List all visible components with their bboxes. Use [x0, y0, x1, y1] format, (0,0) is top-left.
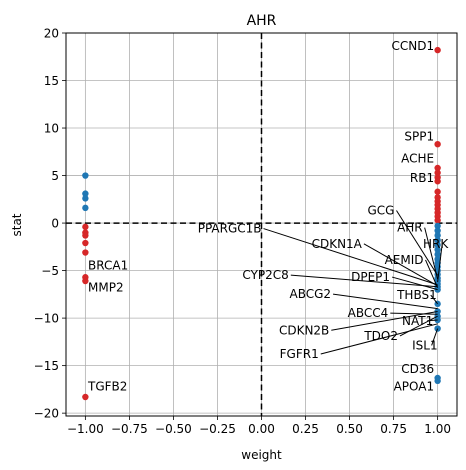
- point-annotation: ISL1: [412, 338, 437, 352]
- point-annotation: RB1: [410, 171, 434, 185]
- point-annotation: ACHE: [401, 151, 434, 165]
- annotation-arrow: [333, 293, 438, 310]
- point-annotation: CD36: [401, 362, 434, 376]
- point-annotation: TDO2: [363, 329, 398, 343]
- x-tick-label: −0.25: [199, 422, 236, 436]
- point-annotation: PPARGC1B: [198, 222, 262, 236]
- x-axis-label: weight: [241, 448, 282, 462]
- x-tick-label: −1.00: [67, 422, 104, 436]
- data-point: [434, 232, 441, 239]
- y-tick-label: −15: [34, 359, 59, 373]
- annotation-arrow: [396, 210, 439, 276]
- y-tick-label: −20: [34, 407, 59, 421]
- data-point: [434, 178, 441, 185]
- point-annotation: CDKN2B: [279, 323, 329, 337]
- point-annotation: TGFB2: [87, 379, 127, 393]
- x-ticks: −1.00 −0.75 −0.50 −0.25 0.00 0.25 0.50 0.75 1.00: [67, 416, 451, 436]
- point-annotation: GCG: [367, 204, 394, 218]
- data-point: [82, 190, 89, 197]
- data-point: [434, 222, 441, 230]
- reference-lines: [66, 33, 457, 416]
- annotation-arrow: [430, 294, 439, 305]
- x-tick-label: 0.00: [248, 422, 275, 436]
- point-annotation: ABCC4: [348, 306, 389, 320]
- data-point: [434, 140, 441, 148]
- annotation-arrow: [425, 259, 439, 288]
- y-tick-label: −5: [41, 264, 59, 278]
- data-point: [434, 188, 441, 195]
- data-point: [434, 227, 441, 234]
- data-point: [82, 223, 89, 231]
- annotation-arrow: [263, 228, 438, 286]
- data-point: [434, 169, 441, 176]
- y-tick-label: 20: [44, 27, 59, 41]
- data-point: [434, 217, 441, 224]
- point-annotation: ABCG2: [290, 287, 332, 301]
- y-tick-label: 10: [44, 122, 59, 136]
- y-tick-label: −10: [34, 312, 59, 326]
- y-tick-label: 5: [51, 169, 59, 183]
- y-tick-label: 0: [51, 217, 59, 231]
- point-annotation: CCND1: [391, 39, 434, 53]
- x-tick-label: −0.75: [111, 422, 148, 436]
- data-point: [434, 325, 441, 332]
- data-point: [82, 232, 89, 239]
- annotation-arrow: [363, 243, 438, 287]
- annotation-arrow: [437, 243, 443, 283]
- y-tick-label: 15: [44, 74, 59, 88]
- x-tick-label: 0.75: [380, 422, 407, 436]
- data-point: [82, 204, 89, 212]
- point-annotation: DPEP1: [351, 270, 390, 284]
- x-tick-label: 0.50: [336, 422, 363, 436]
- annotation-arrow: [391, 276, 438, 291]
- annotation-arrows: [263, 210, 443, 355]
- data-point: [434, 241, 441, 249]
- point-annotation: AHR: [397, 221, 423, 235]
- point-annotation: CYP2C8: [242, 268, 288, 282]
- point-annotation: SPP1: [404, 129, 434, 143]
- point-annotation: BRCA1: [88, 259, 128, 273]
- annotation-arrow: [399, 315, 438, 337]
- y-ticks: −20 −15 −10 −5 0 5 10 15 20: [34, 27, 66, 421]
- point-annotation: THBS1: [396, 288, 437, 302]
- annotation-arrow: [320, 323, 438, 355]
- data-point: [434, 251, 441, 258]
- point-annotation: APOA1: [394, 379, 435, 393]
- data-point: [434, 377, 441, 385]
- annotation-arrow: [424, 227, 439, 280]
- data-point: [82, 239, 89, 247]
- data-point: [82, 277, 89, 285]
- point-annotation: AEMID: [385, 253, 424, 267]
- data-point: [82, 172, 89, 179]
- annotation-arrow: [390, 312, 438, 315]
- data-point: [434, 236, 441, 244]
- point-annotation: MMP2: [88, 281, 124, 295]
- chart-title: AHR: [247, 13, 277, 29]
- annotation-arrow: [331, 310, 438, 331]
- x-tick-label: 0.25: [292, 422, 319, 436]
- annotation-arrow: [431, 328, 439, 346]
- data-point: [82, 195, 89, 202]
- data-point: [434, 46, 441, 54]
- data-point: [434, 246, 441, 253]
- data-point: [82, 393, 89, 401]
- point-annotation: CDKN1A: [312, 237, 363, 251]
- point-annotation: FGFR1: [280, 347, 319, 361]
- annotation-arrow: [290, 274, 438, 288]
- data-point: [434, 164, 441, 172]
- x-tick-label: −0.50: [155, 422, 192, 436]
- y-axis-label: stat: [10, 213, 24, 236]
- point-annotation: HRK: [423, 237, 449, 251]
- x-tick-label: 1.00: [424, 422, 451, 436]
- point-annotation: NAT1: [402, 314, 433, 328]
- data-point: [82, 249, 89, 256]
